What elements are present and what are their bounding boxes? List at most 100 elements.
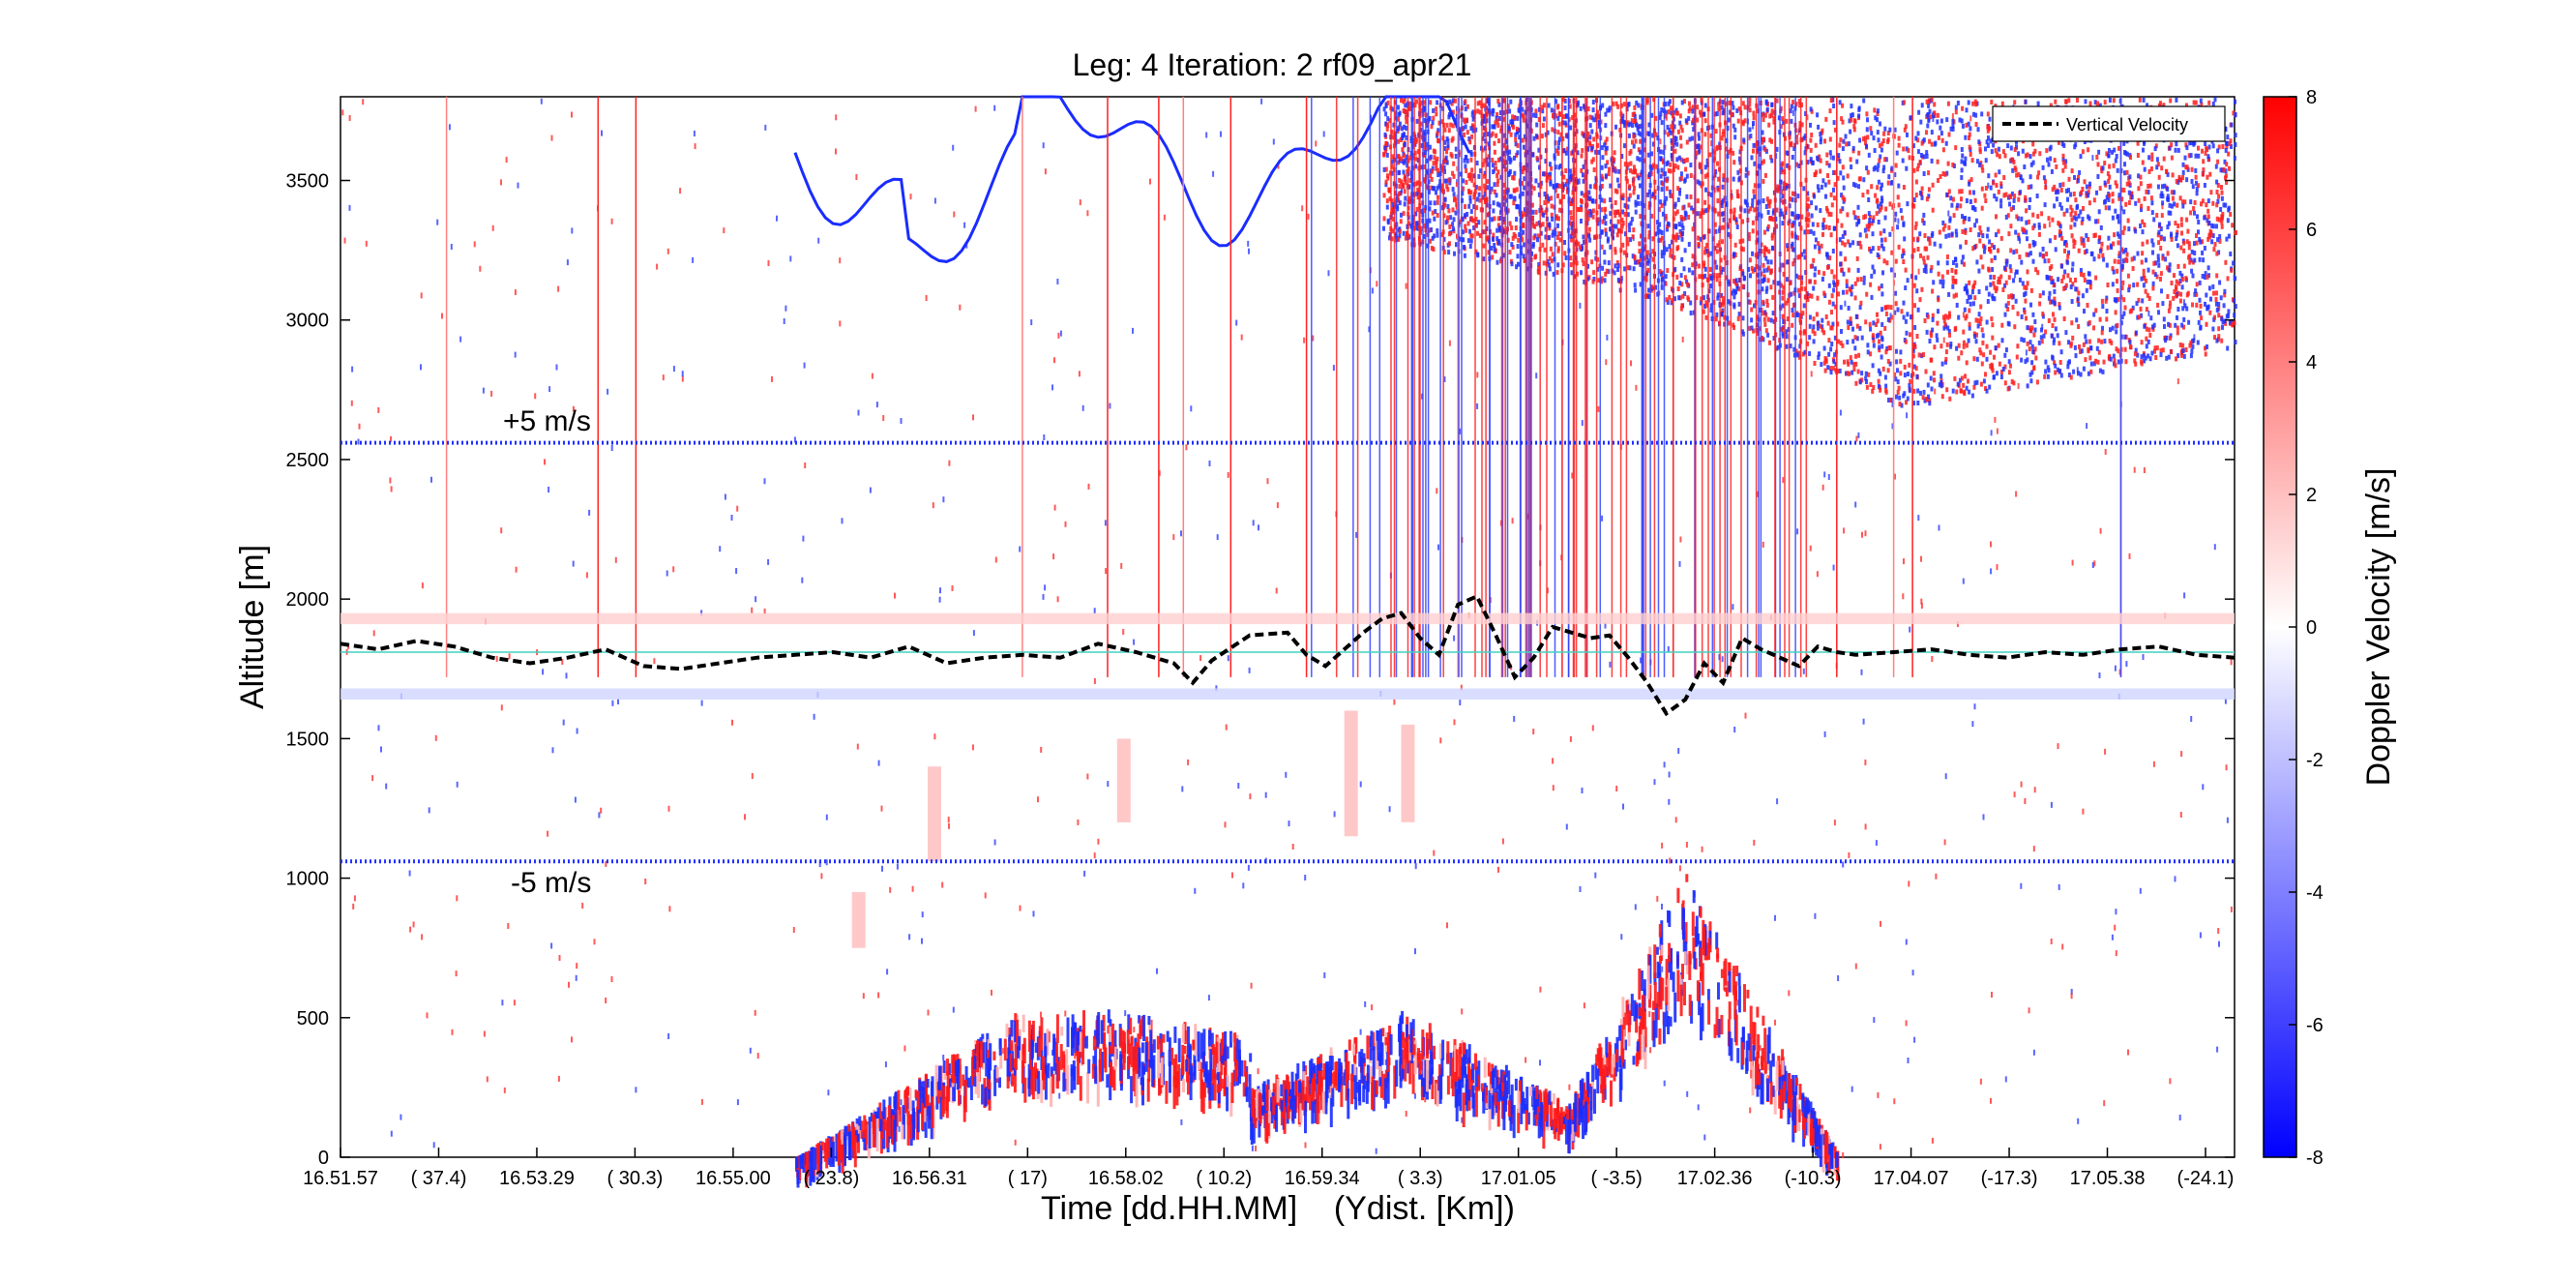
noise-speckle xyxy=(679,188,682,194)
upper-cloud-echo xyxy=(1853,215,1857,221)
noise-speckle xyxy=(1375,1148,1377,1154)
upper-cloud-echo xyxy=(1961,123,1965,129)
upper-cloud-echo xyxy=(2116,167,2119,173)
noise-speckle xyxy=(1663,761,1666,768)
upper-cloud-echo xyxy=(1630,118,1634,124)
upper-cloud-echo xyxy=(1699,211,1703,217)
upper-cloud-echo xyxy=(1604,206,1607,212)
noise-speckle xyxy=(2111,934,2114,940)
upper-cloud-echo xyxy=(1431,120,1435,126)
upper-cloud-echo xyxy=(1973,280,1977,285)
upper-cloud-echo xyxy=(2064,242,2068,248)
upper-cloud-echo xyxy=(1946,269,1949,275)
upper-cloud-echo xyxy=(1897,385,1901,391)
upper-cloud-echo xyxy=(1540,134,1544,139)
upper-cloud-echo xyxy=(1977,232,1981,238)
upper-cloud-echo xyxy=(1858,232,1862,238)
upper-cloud-echo xyxy=(1600,197,1604,203)
upper-cloud-echo xyxy=(1927,98,1931,104)
noise-speckle xyxy=(500,527,503,534)
upper-cloud-echo xyxy=(2006,386,2010,392)
upper-cloud-echo xyxy=(1794,348,1798,354)
noise-speckle xyxy=(600,807,603,814)
noise-speckle xyxy=(358,423,361,430)
upper-cloud-echo xyxy=(1791,191,1794,196)
upper-cloud-echo xyxy=(2021,226,2025,232)
upper-cloud-echo xyxy=(1816,112,1820,118)
upper-cloud-echo xyxy=(2137,173,2141,179)
upper-cloud-echo xyxy=(2203,215,2206,221)
upper-cloud-echo xyxy=(2141,298,2145,304)
upper-cloud-echo xyxy=(1683,291,1687,296)
upper-cloud-echo xyxy=(2058,224,2062,229)
upper-cloud-echo xyxy=(1405,134,1408,140)
upper-cloud-echo xyxy=(2144,355,2147,361)
upper-cloud-echo xyxy=(1999,274,2003,280)
upper-cloud-echo xyxy=(1803,286,1807,292)
upper-cloud-echo xyxy=(1870,221,1874,226)
upper-cloud-echo xyxy=(1964,229,1968,235)
upper-cloud-echo xyxy=(1564,150,1568,156)
upper-cloud-echo xyxy=(1431,235,1435,241)
upper-cloud-echo xyxy=(1829,346,1833,352)
upper-cloud-echo xyxy=(1925,154,1929,159)
upper-cloud-echo xyxy=(1639,114,1643,120)
upper-cloud-echo xyxy=(2025,208,2028,214)
upper-cloud-echo xyxy=(1762,316,1766,322)
upper-cloud-echo xyxy=(2028,327,2032,333)
noise-speckle xyxy=(2070,989,2073,995)
upper-cloud-echo xyxy=(1516,150,1520,156)
upper-cloud-echo xyxy=(2087,237,2090,242)
upper-cloud-echo xyxy=(1841,146,1845,152)
upper-cloud-echo xyxy=(1843,229,1847,235)
upper-cloud-echo xyxy=(1569,215,1573,221)
upper-cloud-echo xyxy=(1699,300,1703,306)
upper-cloud-echo xyxy=(1720,104,1724,110)
upper-cloud-echo xyxy=(1639,256,1643,262)
upper-cloud-echo xyxy=(2054,370,2058,375)
upper-cloud-echo xyxy=(2092,325,2095,331)
upper-cloud-echo xyxy=(1709,303,1713,309)
upper-cloud-echo xyxy=(2234,304,2237,310)
upper-cloud-echo xyxy=(2141,251,2145,256)
upper-cloud-echo xyxy=(1826,365,1830,371)
upper-cloud-echo xyxy=(1876,166,1880,172)
upper-cloud-echo xyxy=(1665,186,1669,192)
upper-cloud-echo xyxy=(2082,237,2086,243)
noise-speckle xyxy=(1996,564,1999,571)
upper-cloud-echo xyxy=(1800,137,1804,142)
upper-cloud-echo xyxy=(2064,330,2068,336)
upper-cloud-echo xyxy=(2134,200,2138,206)
upper-cloud-echo xyxy=(1831,301,1835,307)
upper-cloud-echo xyxy=(1630,217,1634,223)
upper-cloud-echo xyxy=(1402,230,1406,236)
noise-speckle xyxy=(436,219,439,225)
upper-cloud-echo xyxy=(1537,265,1541,271)
upper-cloud-echo xyxy=(2037,224,2041,230)
noise-speckle xyxy=(2115,909,2117,915)
upper-cloud-echo xyxy=(1496,216,1500,222)
upper-cloud-echo xyxy=(1692,117,1695,123)
upper-cloud-echo xyxy=(1822,271,1826,277)
upper-cloud-echo xyxy=(1550,258,1554,264)
upper-cloud-echo xyxy=(1604,227,1608,233)
upper-cloud-echo xyxy=(1398,233,1402,239)
upper-cloud-echo xyxy=(2108,184,2112,190)
noise-speckle xyxy=(938,596,941,603)
upper-cloud-echo xyxy=(1486,98,1490,103)
upper-cloud-echo xyxy=(2140,354,2144,360)
upper-cloud-echo xyxy=(2080,348,2084,354)
upper-cloud-echo xyxy=(1812,339,1816,344)
upper-cloud-echo xyxy=(1492,232,1495,238)
upper-cloud-echo xyxy=(1864,140,1867,146)
upper-cloud-echo xyxy=(1800,280,1804,285)
upper-cloud-echo xyxy=(1557,216,1560,222)
upper-cloud-echo xyxy=(1763,321,1767,327)
upper-cloud-echo xyxy=(1785,150,1789,156)
upper-cloud-echo xyxy=(1703,304,1706,309)
upper-cloud-echo xyxy=(1611,164,1614,170)
upper-cloud-echo xyxy=(1808,351,1812,356)
upper-cloud-echo xyxy=(1765,298,1769,304)
upper-cloud-echo xyxy=(2137,297,2141,303)
upper-cloud-echo xyxy=(1765,285,1769,291)
